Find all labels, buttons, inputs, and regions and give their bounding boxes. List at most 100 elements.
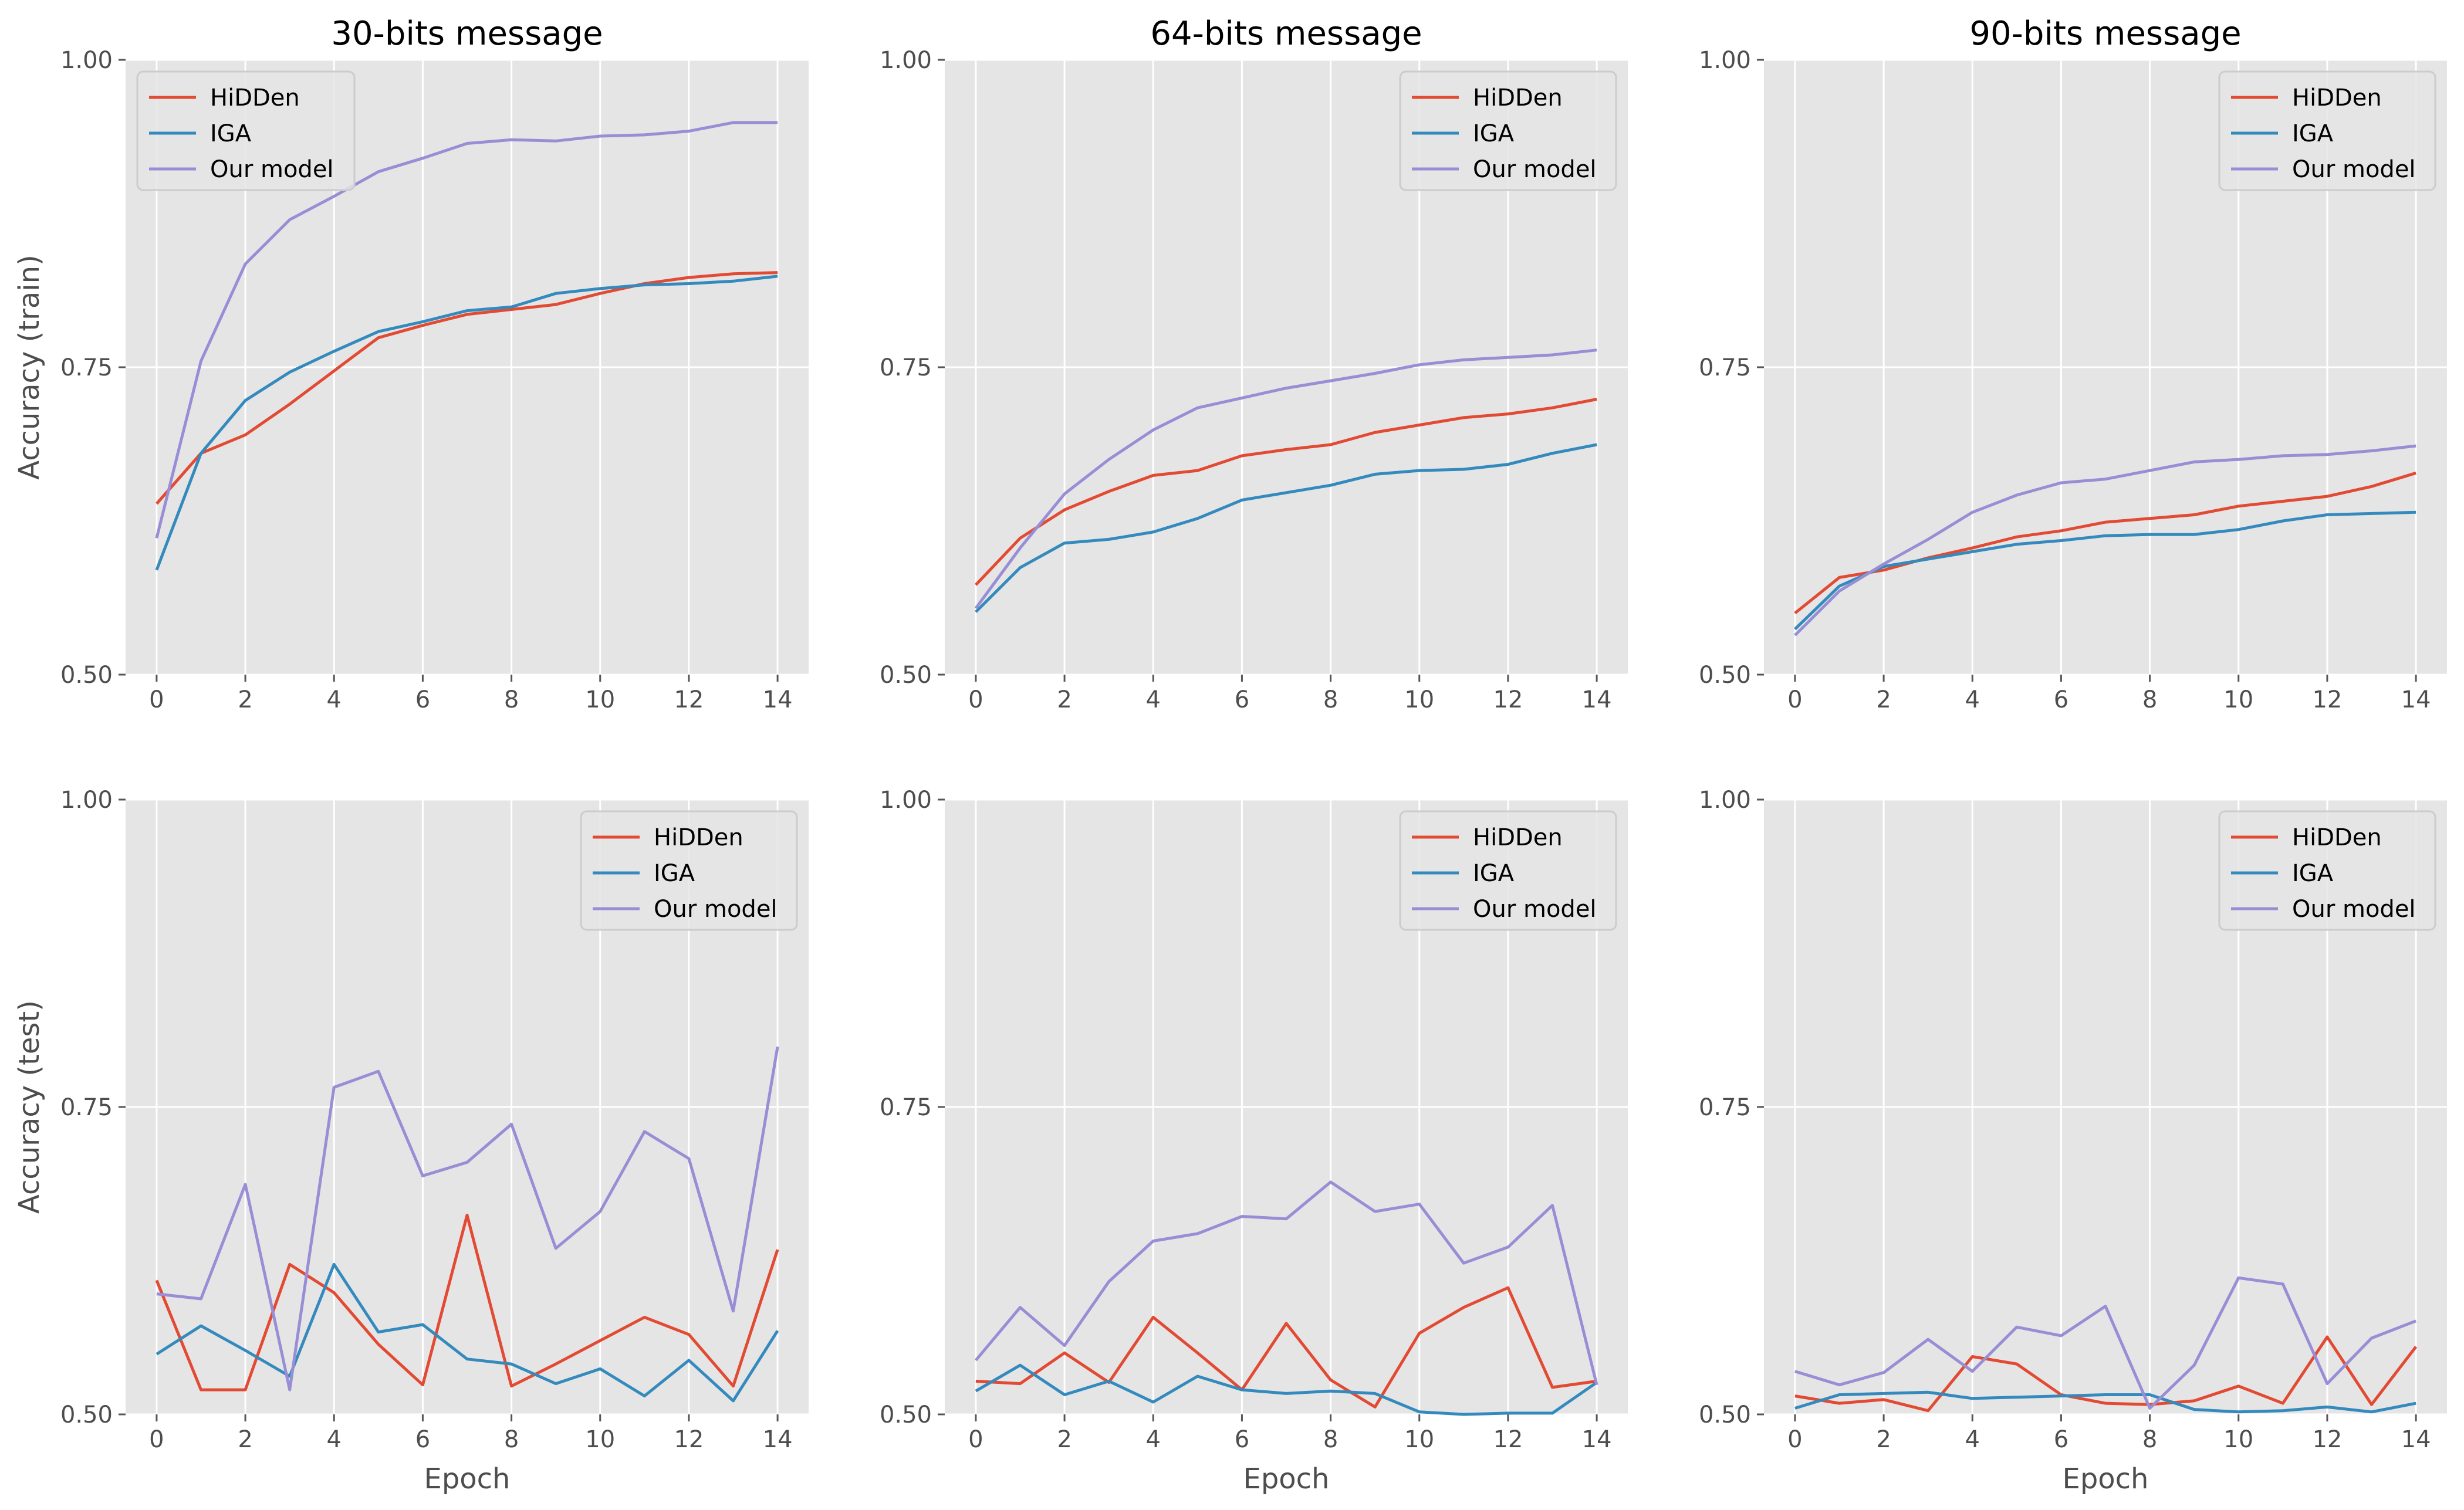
x-axis-label: Epoch xyxy=(424,1462,511,1495)
x-tick-label: 8 xyxy=(504,686,519,713)
legend-label: HiDDen xyxy=(210,84,300,111)
series-line-hidden xyxy=(975,1286,1597,1409)
legend-label: IGA xyxy=(2292,860,2334,887)
legend-box xyxy=(580,810,798,931)
legend-label: HiDDen xyxy=(654,824,743,851)
x-tick-label: 4 xyxy=(1146,686,1161,713)
y-axis-label: Accuracy (train) xyxy=(13,255,46,480)
y-tick-label: 0.75 xyxy=(60,354,113,381)
y-tick-label: 1.00 xyxy=(60,47,113,74)
legend-label: HiDDen xyxy=(2292,824,2382,851)
x-tick-label: 14 xyxy=(763,686,793,713)
x-tick-label: 6 xyxy=(415,686,430,713)
x-tick-label: 12 xyxy=(674,686,704,713)
series-line-iga xyxy=(975,1363,1598,1416)
subplot-1: 0 2 4 6 8 10 12 14 0.50 0.75 1.00 30-bits message Ac… xyxy=(13,15,809,713)
legend-label: IGA xyxy=(654,860,695,887)
legend-box xyxy=(136,70,356,191)
y-tick-label: 1.00 xyxy=(1699,787,1751,814)
legend-label: Our model xyxy=(654,896,778,923)
x-tick-label: 4 xyxy=(1965,1426,1980,1453)
y-tick-label: 1.00 xyxy=(880,787,932,814)
x-tick-label: 2 xyxy=(1057,686,1072,713)
y-tick-label: 1.00 xyxy=(60,787,113,814)
legend: HiDDen IGA Our model xyxy=(580,810,798,931)
x-tick-label: 0 xyxy=(149,686,164,713)
x-tick-label: 14 xyxy=(2401,1426,2431,1453)
legend-label: Our model xyxy=(2292,156,2416,183)
x-tick-label: 0 xyxy=(1787,686,1802,713)
series-line-hidden xyxy=(155,1213,779,1391)
y-tick-label: 0.75 xyxy=(880,1094,932,1121)
x-tick-label: 0 xyxy=(968,686,983,713)
legend-box xyxy=(1399,70,1617,191)
subplot-title: 90-bits message xyxy=(1969,15,2241,53)
subplot-2: 0 2 4 6 8 10 12 14 0.50 0.75 1.00 64-bits message Hi… xyxy=(880,15,1628,713)
x-tick-label: 8 xyxy=(504,1426,519,1453)
x-tick-label: 6 xyxy=(415,1426,430,1453)
series-line-our-model xyxy=(156,1046,779,1391)
x-tick-label: 8 xyxy=(1323,1426,1338,1453)
x-tick-label: 12 xyxy=(1493,686,1523,713)
series-line-hidden xyxy=(975,398,1597,586)
x-tick-label: 12 xyxy=(674,1426,704,1453)
x-tick-label: 2 xyxy=(1057,1426,1072,1453)
subplot-6: 0 2 4 6 8 10 12 14 0.50 0.75 1.00 Epoch HiDDen IGA Our… xyxy=(1699,787,2447,1495)
x-tick-label: 4 xyxy=(1146,1426,1161,1453)
x-tick-label: 10 xyxy=(2223,1426,2253,1453)
series-line-our-model xyxy=(1794,444,2416,636)
x-tick-label: 10 xyxy=(2223,686,2253,713)
x-tick-label: 4 xyxy=(1965,686,1980,713)
x-tick-label: 4 xyxy=(327,1426,342,1453)
legend-label: IGA xyxy=(210,120,252,147)
x-tick-label: 0 xyxy=(149,1426,164,1453)
x-tick-label: 14 xyxy=(763,1426,793,1453)
y-tick-label: 1.00 xyxy=(880,47,932,74)
x-tick-label: 12 xyxy=(2312,1426,2342,1453)
x-tick-label: 6 xyxy=(2054,1426,2068,1453)
series-line-iga xyxy=(1794,510,2416,631)
x-tick-label: 14 xyxy=(1582,686,1612,713)
series-line-hidden xyxy=(1794,471,2416,615)
y-tick-label: 0.50 xyxy=(1699,662,1751,689)
y-tick-label: 0.50 xyxy=(60,662,113,689)
legend-label: IGA xyxy=(2292,120,2334,147)
legend: HiDDen IGA Our model xyxy=(1399,810,1617,931)
legend-box xyxy=(1399,810,1617,931)
legend-label: HiDDen xyxy=(1473,824,1563,851)
x-tick-label: 0 xyxy=(1787,1426,1802,1453)
y-tick-label: 0.50 xyxy=(880,662,932,689)
x-tick-label: 14 xyxy=(2401,686,2431,713)
x-tick-label: 8 xyxy=(2142,686,2157,713)
series-line-iga xyxy=(975,443,1597,613)
y-tick-label: 0.50 xyxy=(1699,1401,1751,1428)
x-tick-label: 2 xyxy=(1876,686,1891,713)
legend-box xyxy=(2218,810,2436,931)
x-tick-label: 6 xyxy=(1235,1426,1249,1453)
legend-label: Our model xyxy=(210,156,334,183)
x-tick-label: 6 xyxy=(1235,686,1249,713)
subplot-3: 0 2 4 6 8 10 12 14 0.50 0.75 1.00 90-bits message Hi… xyxy=(1699,15,2447,713)
x-tick-label: 8 xyxy=(2142,1426,2157,1453)
x-tick-label: 14 xyxy=(1582,1426,1612,1453)
x-tick-label: 12 xyxy=(2312,686,2342,713)
legend-label: Our model xyxy=(2292,896,2416,923)
subplot-title: 64-bits message xyxy=(1150,15,1422,53)
series-line-hidden xyxy=(1794,1335,2418,1413)
series-line-hidden xyxy=(156,271,778,505)
legend: HiDDen IGA Our model xyxy=(2218,70,2436,191)
y-tick-label: 0.50 xyxy=(880,1401,932,1428)
series-line-our-model xyxy=(974,1180,1598,1386)
legend: HiDDen IGA Our model xyxy=(1399,70,1617,191)
x-tick-label: 0 xyxy=(968,1426,983,1453)
x-tick-label: 2 xyxy=(1876,1426,1891,1453)
legend: HiDDen IGA Our model xyxy=(2218,810,2436,931)
series-line-our-model xyxy=(1794,1276,2417,1410)
x-tick-label: 2 xyxy=(238,1426,252,1453)
y-tick-label: 0.75 xyxy=(1699,1094,1751,1121)
x-tick-label: 4 xyxy=(327,686,342,713)
x-tick-label: 10 xyxy=(1404,686,1434,713)
legend-label: Our model xyxy=(1473,896,1597,923)
y-tick-label: 0.75 xyxy=(880,354,932,381)
